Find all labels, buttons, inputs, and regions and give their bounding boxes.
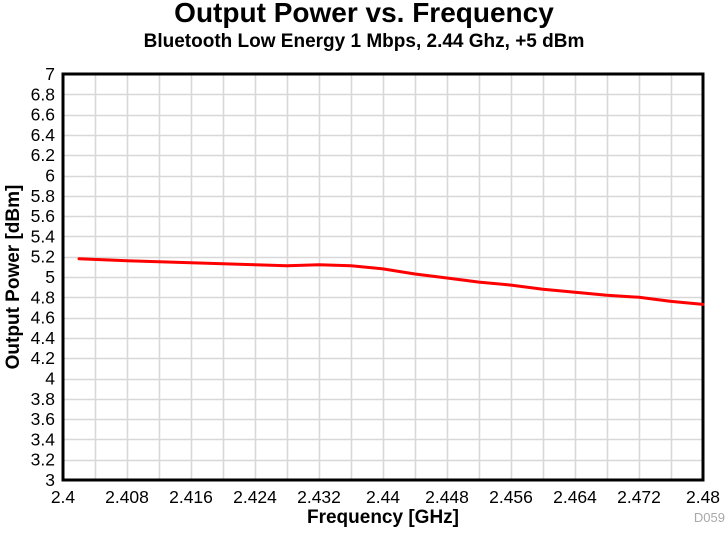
y-tick-label: 5.8 xyxy=(31,186,55,206)
plot-border xyxy=(61,72,705,482)
chart-title: Output Power vs. Frequency xyxy=(174,0,554,28)
y-tick-labels: 76.86.66.46.265.85.65.45.254.84.64.44.24… xyxy=(31,64,56,490)
y-tick-label: 5.6 xyxy=(31,206,55,226)
x-tick-labels: 2.4 2.408 2.416 2.424 2.432 2.44 2.448 2.456 2.4… xyxy=(51,487,720,507)
y-tick-label: 4.6 xyxy=(31,308,55,328)
y-tick-label: 6.8 xyxy=(31,84,55,104)
y-tick-label: 3 xyxy=(45,470,55,490)
x-tick-label: 2.48 xyxy=(686,487,720,507)
y-tick-label: 3.4 xyxy=(31,429,56,449)
y-tick-label: 4.4 xyxy=(31,328,56,348)
y-tick-label: 3.6 xyxy=(31,409,55,429)
chart-subtitle: Bluetooth Low Energy 1 Mbps, 2.44 Ghz, +… xyxy=(143,31,585,52)
y-tick-label: 7 xyxy=(45,64,55,84)
y-tick-label: 6.4 xyxy=(31,125,56,145)
x-tick-label: 2.416 xyxy=(169,487,213,507)
x-tick-label: 2.408 xyxy=(105,487,149,507)
x-tick-label: 2.44 xyxy=(366,487,400,507)
x-tick-label: 2.4 xyxy=(51,487,76,507)
y-tick-label: 4.2 xyxy=(31,348,55,368)
y-tick-label: 6.6 xyxy=(31,105,55,125)
y-tick-label: 6.2 xyxy=(31,145,55,165)
y-tick-label: 4.8 xyxy=(31,287,55,307)
gridlines xyxy=(63,74,703,480)
series-line-output-power xyxy=(77,257,705,306)
x-tick-label: 2.472 xyxy=(617,487,661,507)
x-axis-title: Frequency [GHz] xyxy=(306,507,460,528)
x-tick-label: 2.448 xyxy=(425,487,469,507)
y-tick-label: 3.2 xyxy=(31,450,55,470)
y-tick-label: 3.8 xyxy=(31,389,55,409)
y-tick-label: 5 xyxy=(45,267,55,287)
x-tick-label: 2.424 xyxy=(233,487,277,507)
y-tick-label: 4 xyxy=(45,369,55,389)
x-tick-label: 2.464 xyxy=(553,487,597,507)
plot-id-watermark: D059 xyxy=(693,510,725,525)
y-tick-label: 6 xyxy=(45,166,55,186)
x-tick-label: 2.456 xyxy=(489,487,533,507)
y-tick-label: 5.4 xyxy=(31,226,56,246)
y-tick-label: 5.2 xyxy=(31,247,55,267)
x-tick-label: 2.432 xyxy=(297,487,341,507)
y-axis-title: Output Power [dBm] xyxy=(3,184,24,370)
